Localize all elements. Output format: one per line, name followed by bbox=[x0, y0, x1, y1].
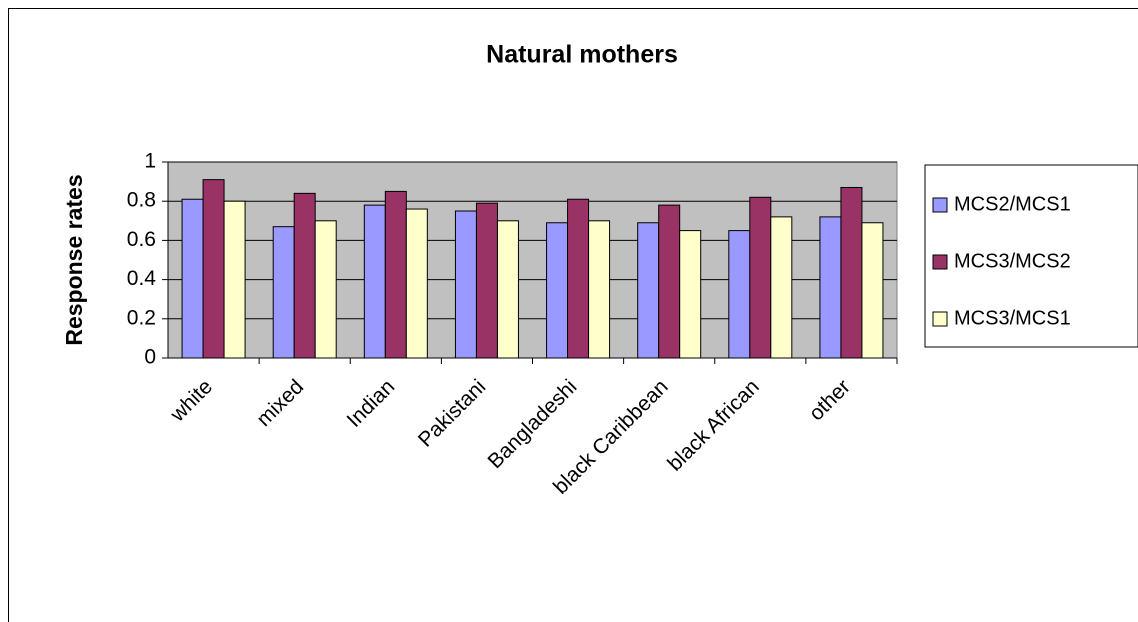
bar bbox=[840, 186, 863, 359]
bar bbox=[363, 204, 386, 359]
bar bbox=[728, 230, 751, 359]
y-tick-label: 0.2 bbox=[127, 306, 156, 329]
bar bbox=[770, 216, 793, 359]
bar bbox=[454, 210, 477, 359]
chart-border bbox=[8, 8, 1138, 622]
y-tick-label: 1 bbox=[144, 150, 156, 173]
y-tick-label: 0.6 bbox=[127, 228, 156, 251]
legend-swatch bbox=[932, 197, 948, 213]
x-tick-label: other bbox=[805, 375, 855, 425]
bar bbox=[637, 222, 660, 359]
bar bbox=[314, 220, 337, 359]
bar bbox=[475, 202, 498, 359]
y-tick-label: 0.8 bbox=[127, 189, 156, 212]
bar bbox=[181, 198, 204, 359]
bar bbox=[223, 200, 246, 359]
bar bbox=[679, 230, 702, 359]
y-tick-label: 0.4 bbox=[127, 267, 157, 290]
legend-swatch bbox=[932, 311, 948, 327]
x-tick-label: white bbox=[165, 375, 217, 427]
bar bbox=[861, 222, 884, 359]
bar bbox=[546, 222, 569, 359]
legend-label: MCS3/MCS1 bbox=[954, 307, 1071, 329]
bar bbox=[567, 198, 590, 359]
x-tick-label: Pakistani bbox=[414, 375, 491, 452]
x-tick-label: Bangladeshi bbox=[484, 375, 582, 473]
bar bbox=[749, 196, 772, 359]
y-tick-label: 0 bbox=[144, 346, 156, 369]
x-tick-label: black African bbox=[663, 375, 763, 475]
bar bbox=[202, 179, 225, 359]
legend-box bbox=[924, 164, 1138, 348]
y-axis-title: Response rates bbox=[61, 174, 87, 345]
bar bbox=[293, 192, 316, 359]
x-tick-label: Indian bbox=[343, 375, 400, 432]
bar bbox=[405, 208, 428, 359]
bar bbox=[272, 226, 295, 359]
chart-title: Natural mothers bbox=[486, 41, 678, 69]
legend-label: MCS2/MCS1 bbox=[954, 193, 1071, 215]
legend-swatch bbox=[932, 254, 948, 270]
bar bbox=[496, 220, 519, 359]
bar bbox=[384, 190, 407, 359]
bar bbox=[819, 216, 842, 359]
bar bbox=[658, 204, 681, 359]
x-tick-label: mixed bbox=[252, 375, 308, 431]
legend-label: MCS3/MCS2 bbox=[954, 250, 1071, 272]
bar bbox=[588, 220, 611, 359]
